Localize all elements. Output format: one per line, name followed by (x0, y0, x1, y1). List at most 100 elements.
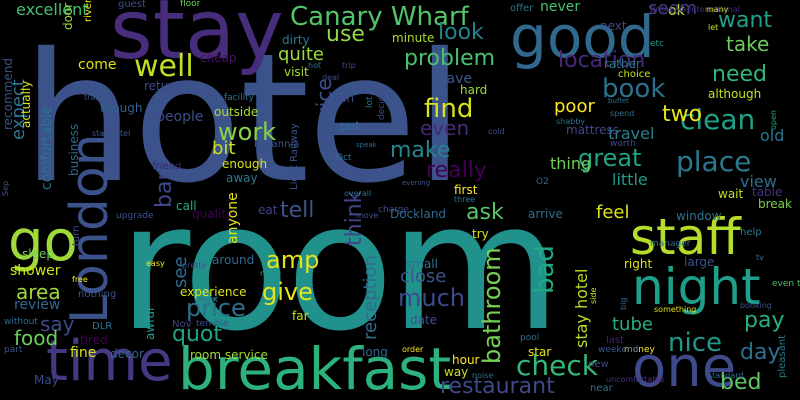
word-ask: ask (466, 200, 504, 225)
word-lot: put (340, 119, 360, 133)
word-trip: hot (308, 61, 322, 70)
word-tv: even though (772, 279, 800, 289)
word-really: really (426, 158, 487, 183)
word-well: well (134, 49, 194, 84)
word-experience: experience (180, 285, 247, 299)
word-river: offer (510, 3, 534, 14)
word-food: food (14, 326, 59, 350)
word-away: away (226, 171, 258, 185)
word-way: way (444, 365, 469, 379)
word-without: side (589, 287, 598, 304)
word-view: view (740, 172, 777, 191)
word-train: deal (322, 73, 340, 82)
word-restaurant: restaurant (440, 374, 555, 399)
word-standard: pleasant (777, 334, 788, 378)
word-feel: feel (596, 202, 630, 223)
word-actually: actually (19, 80, 33, 128)
word-spend: buffet (608, 97, 629, 105)
word-tired: tired (80, 333, 108, 347)
word-etc: let (708, 23, 719, 32)
word-help: etc (650, 39, 665, 49)
word-though: though (100, 101, 143, 115)
word-pleasant: tv (756, 253, 764, 262)
word-never: never (540, 0, 581, 15)
word-tell: tell (280, 198, 315, 223)
word-even-though: open (769, 110, 778, 130)
word-shabby: decide (377, 90, 387, 120)
word-fine: fine (70, 345, 97, 361)
word-free: easy (146, 259, 165, 268)
word-tube: tube (612, 314, 653, 335)
word-uncomfortable: near (590, 383, 613, 394)
word-recommend: recommend (1, 58, 15, 130)
word-Light-Railway: evening (402, 179, 431, 187)
word-outside: outside (214, 105, 259, 119)
word-right: right (624, 257, 653, 271)
word-decor: decor (110, 347, 144, 361)
word-May: anyone (225, 192, 241, 244)
word-pretty: terrible (196, 319, 229, 329)
word-star-hotel: Sep (1, 180, 10, 196)
word-large: large (684, 255, 715, 269)
word-buffet: facility (224, 93, 254, 103)
word-find: find (424, 94, 474, 124)
word-room-service: room service (190, 348, 268, 362)
word-let: many (706, 5, 729, 14)
word-star: star (528, 345, 552, 359)
word-last: uncomfortable (606, 375, 665, 384)
word-guest: river (83, 0, 94, 22)
word-give: give (262, 278, 313, 306)
word-nothing: part (4, 345, 23, 355)
word-bed: bed (720, 370, 762, 395)
word-day: day (740, 340, 781, 365)
word-make: make (390, 138, 451, 163)
word-rather: hard (460, 83, 488, 97)
word-two: two (662, 102, 703, 127)
word-reception: reception (360, 255, 381, 340)
word-stay-hotel: stay hotel (572, 268, 591, 348)
word-evening: overall (344, 189, 372, 198)
word-worth: shabby (556, 117, 586, 126)
word-money: standard (708, 371, 744, 380)
word-Nov: Nov (172, 319, 192, 330)
word-look: look (438, 20, 484, 45)
word-review: review (14, 297, 61, 313)
word-clean: clean (680, 103, 756, 136)
word-shower: shower (10, 263, 61, 279)
word-take: take (726, 32, 770, 56)
word-date: date (410, 313, 438, 327)
word-come: come (78, 57, 117, 73)
word-speak: Oct (336, 153, 352, 163)
word-turn: DLR (92, 321, 113, 332)
word-charge: move (356, 211, 379, 220)
word-say: say (40, 312, 75, 336)
word-weekend: money (624, 345, 655, 355)
word-amp: amp (266, 246, 320, 274)
word-use: use (326, 22, 365, 47)
word-bit: bit (212, 138, 236, 159)
word-mattress: mattress (566, 123, 620, 137)
word-anyone: star hotel (92, 129, 131, 138)
word-next: choice (618, 69, 651, 80)
word-room: room (118, 165, 561, 370)
word-pay: pay (744, 308, 785, 333)
word-hot: lot (365, 96, 375, 108)
word-quite: quite (278, 44, 324, 65)
word-return: return (144, 79, 181, 93)
word-time: time (46, 329, 173, 394)
word-pool: new (588, 359, 609, 370)
word-three: O2 (536, 177, 549, 187)
word-Dockland: Dockland (390, 207, 447, 221)
word-noise: pool (520, 333, 540, 343)
word-friend: friend (152, 161, 182, 172)
word-night: night (632, 258, 761, 316)
word-staff: staff (630, 208, 741, 266)
word-hour: hour (452, 353, 480, 367)
word-O2: charge (378, 205, 409, 215)
word-place: place (676, 145, 752, 178)
word-booking: something (654, 305, 697, 314)
word-terrible: must (198, 295, 219, 304)
word-small: small (406, 257, 438, 271)
word-floor: guest (118, 0, 146, 10)
